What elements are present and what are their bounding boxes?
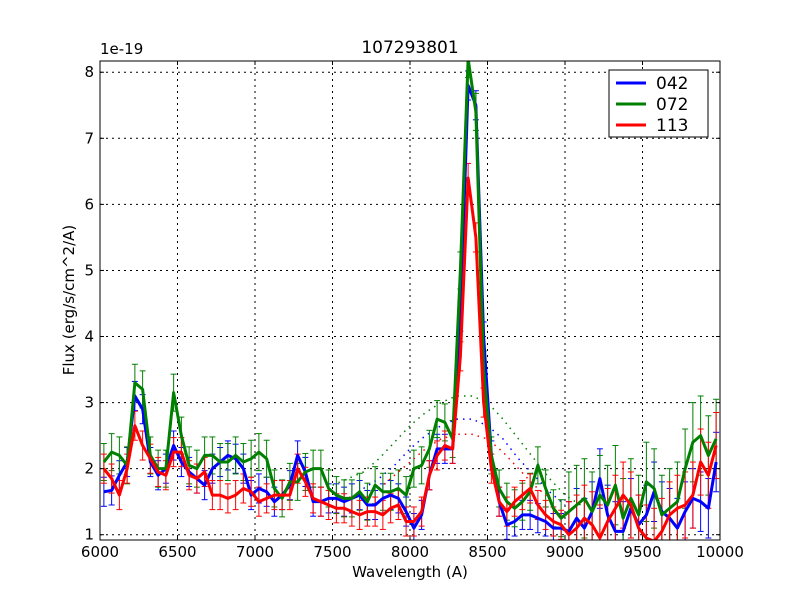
x-axis-label: Wavelength (A) [352,563,468,581]
y-tick-label: 5 [84,261,94,279]
y-tick-label: 2 [84,460,94,478]
y-tick-label: 7 [84,129,94,147]
legend-label-113: 113 [656,116,688,136]
y-tick-label: 1 [84,526,94,544]
legend-label-072: 072 [656,95,688,115]
x-tick-label: 7000 [236,543,274,561]
x-tick-label: 10000 [696,543,744,561]
x-tick-label: 8000 [391,543,429,561]
series-line-072 [102,61,718,520]
chart-title: 107293801 [361,38,458,58]
y-tick-label: 3 [84,394,94,412]
y-tick-label: 4 [84,328,94,346]
x-tick-label: 6000 [81,543,119,561]
x-tick-label: 8500 [468,543,506,561]
legend-label-042: 042 [656,74,688,94]
x-tick-label: 9500 [623,543,661,561]
x-tick-label: 9000 [546,543,584,561]
y-tick-label: 6 [84,195,94,213]
y-axis-label: Flux (erg/s/cm^2/A) [60,225,78,376]
x-tick-label: 6500 [158,543,196,561]
x-tick-label: 7500 [313,543,351,561]
model-curve-113 [378,433,550,499]
y-tick-label: 8 [84,63,94,81]
series-line-042 [103,83,718,533]
series-line-113 [102,176,718,540]
y-offset-label: 1e-19 [100,40,143,58]
model-curve-042 [363,418,566,506]
